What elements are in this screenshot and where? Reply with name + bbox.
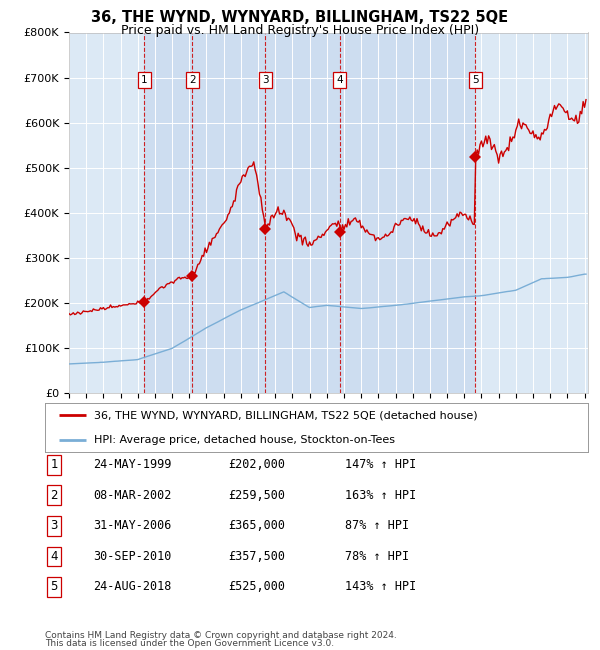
Text: 1: 1	[141, 75, 148, 85]
Text: 36, THE WYND, WYNYARD, BILLINGHAM, TS22 5QE (detached house): 36, THE WYND, WYNYARD, BILLINGHAM, TS22 …	[94, 410, 478, 420]
Text: 5: 5	[472, 75, 479, 85]
Text: £202,000: £202,000	[228, 458, 285, 471]
Bar	[144, 32, 192, 393]
Text: HPI: Average price, detached house, Stockton-on-Tees: HPI: Average price, detached house, Stoc…	[94, 435, 395, 445]
Bar	[265, 32, 340, 393]
Text: £259,500: £259,500	[228, 489, 285, 502]
Text: 36, THE WYND, WYNYARD, BILLINGHAM, TS22 5QE: 36, THE WYND, WYNYARD, BILLINGHAM, TS22 …	[91, 10, 509, 25]
Text: 24-AUG-2018: 24-AUG-2018	[93, 580, 172, 593]
Text: 78% ↑ HPI: 78% ↑ HPI	[345, 550, 409, 563]
Text: 3: 3	[50, 519, 58, 532]
Text: 3: 3	[262, 75, 269, 85]
Text: £357,500: £357,500	[228, 550, 285, 563]
Text: 2: 2	[189, 75, 196, 85]
Text: 143% ↑ HPI: 143% ↑ HPI	[345, 580, 416, 593]
Text: 5: 5	[50, 580, 58, 593]
Text: 08-MAR-2002: 08-MAR-2002	[93, 489, 172, 502]
Bar	[340, 32, 475, 393]
Bar	[192, 32, 265, 393]
Text: 87% ↑ HPI: 87% ↑ HPI	[345, 519, 409, 532]
Text: 4: 4	[337, 75, 343, 85]
Text: This data is licensed under the Open Government Licence v3.0.: This data is licensed under the Open Gov…	[45, 639, 334, 648]
Text: 147% ↑ HPI: 147% ↑ HPI	[345, 458, 416, 471]
Text: £365,000: £365,000	[228, 519, 285, 532]
Text: 31-MAY-2006: 31-MAY-2006	[93, 519, 172, 532]
Text: 2: 2	[50, 489, 58, 502]
Text: 1: 1	[50, 458, 58, 471]
Text: 24-MAY-1999: 24-MAY-1999	[93, 458, 172, 471]
Text: 30-SEP-2010: 30-SEP-2010	[93, 550, 172, 563]
Text: £525,000: £525,000	[228, 580, 285, 593]
Text: Contains HM Land Registry data © Crown copyright and database right 2024.: Contains HM Land Registry data © Crown c…	[45, 631, 397, 640]
Text: 163% ↑ HPI: 163% ↑ HPI	[345, 489, 416, 502]
Text: 4: 4	[50, 550, 58, 563]
Text: Price paid vs. HM Land Registry's House Price Index (HPI): Price paid vs. HM Land Registry's House …	[121, 24, 479, 37]
